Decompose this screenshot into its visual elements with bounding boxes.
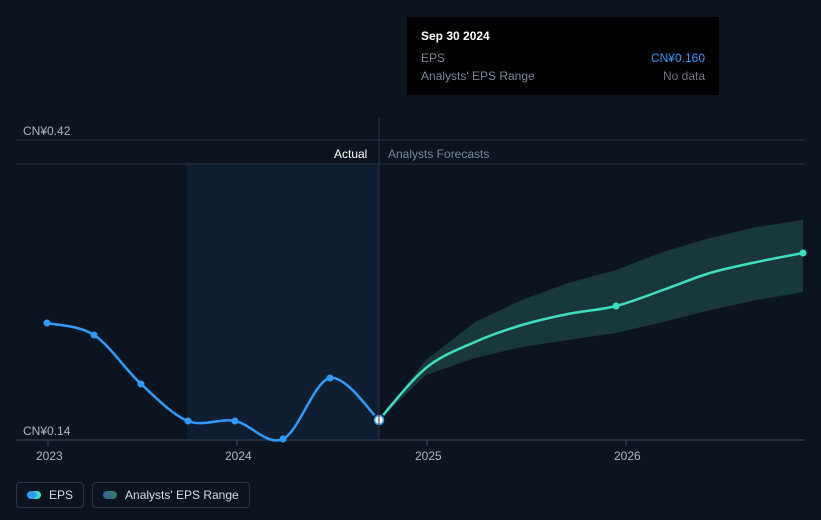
x-axis-label-2024: 2024	[225, 449, 252, 463]
range-swatch-icon	[103, 491, 117, 499]
tooltip-value-eps: CN¥0.160	[651, 49, 705, 67]
x-axis-label-2025: 2025	[415, 449, 442, 463]
section-label-forecast: Analysts Forecasts	[388, 147, 489, 161]
tooltip-row-eps: EPS CN¥0.160	[421, 49, 705, 67]
eps-swatch-icon	[27, 491, 41, 499]
section-label-actual: Actual	[334, 147, 367, 161]
tooltip-value-range: No data	[663, 67, 705, 85]
legend-label-range: Analysts' EPS Range	[125, 488, 239, 502]
legend-item-eps[interactable]: EPS	[16, 482, 84, 508]
chart-tooltip: Sep 30 2024 EPS CN¥0.160 Analysts' EPS R…	[407, 17, 719, 95]
tooltip-label-range: Analysts' EPS Range	[421, 67, 535, 85]
legend-label-eps: EPS	[49, 488, 73, 502]
chart-legend: EPS Analysts' EPS Range	[16, 482, 250, 508]
y-axis-label-upper: CN¥0.42	[23, 124, 70, 138]
tooltip-date: Sep 30 2024	[421, 27, 705, 45]
tooltip-label-eps: EPS	[421, 49, 445, 67]
x-axis-label-2026: 2026	[614, 449, 641, 463]
x-axis-label-2023: 2023	[36, 449, 63, 463]
eps-forecast-chart: Sep 30 2024 EPS CN¥0.160 Analysts' EPS R…	[0, 0, 821, 520]
legend-item-range[interactable]: Analysts' EPS Range	[92, 482, 250, 508]
tooltip-row-range: Analysts' EPS Range No data	[421, 67, 705, 85]
y-axis-label-lower: CN¥0.14	[23, 424, 70, 438]
